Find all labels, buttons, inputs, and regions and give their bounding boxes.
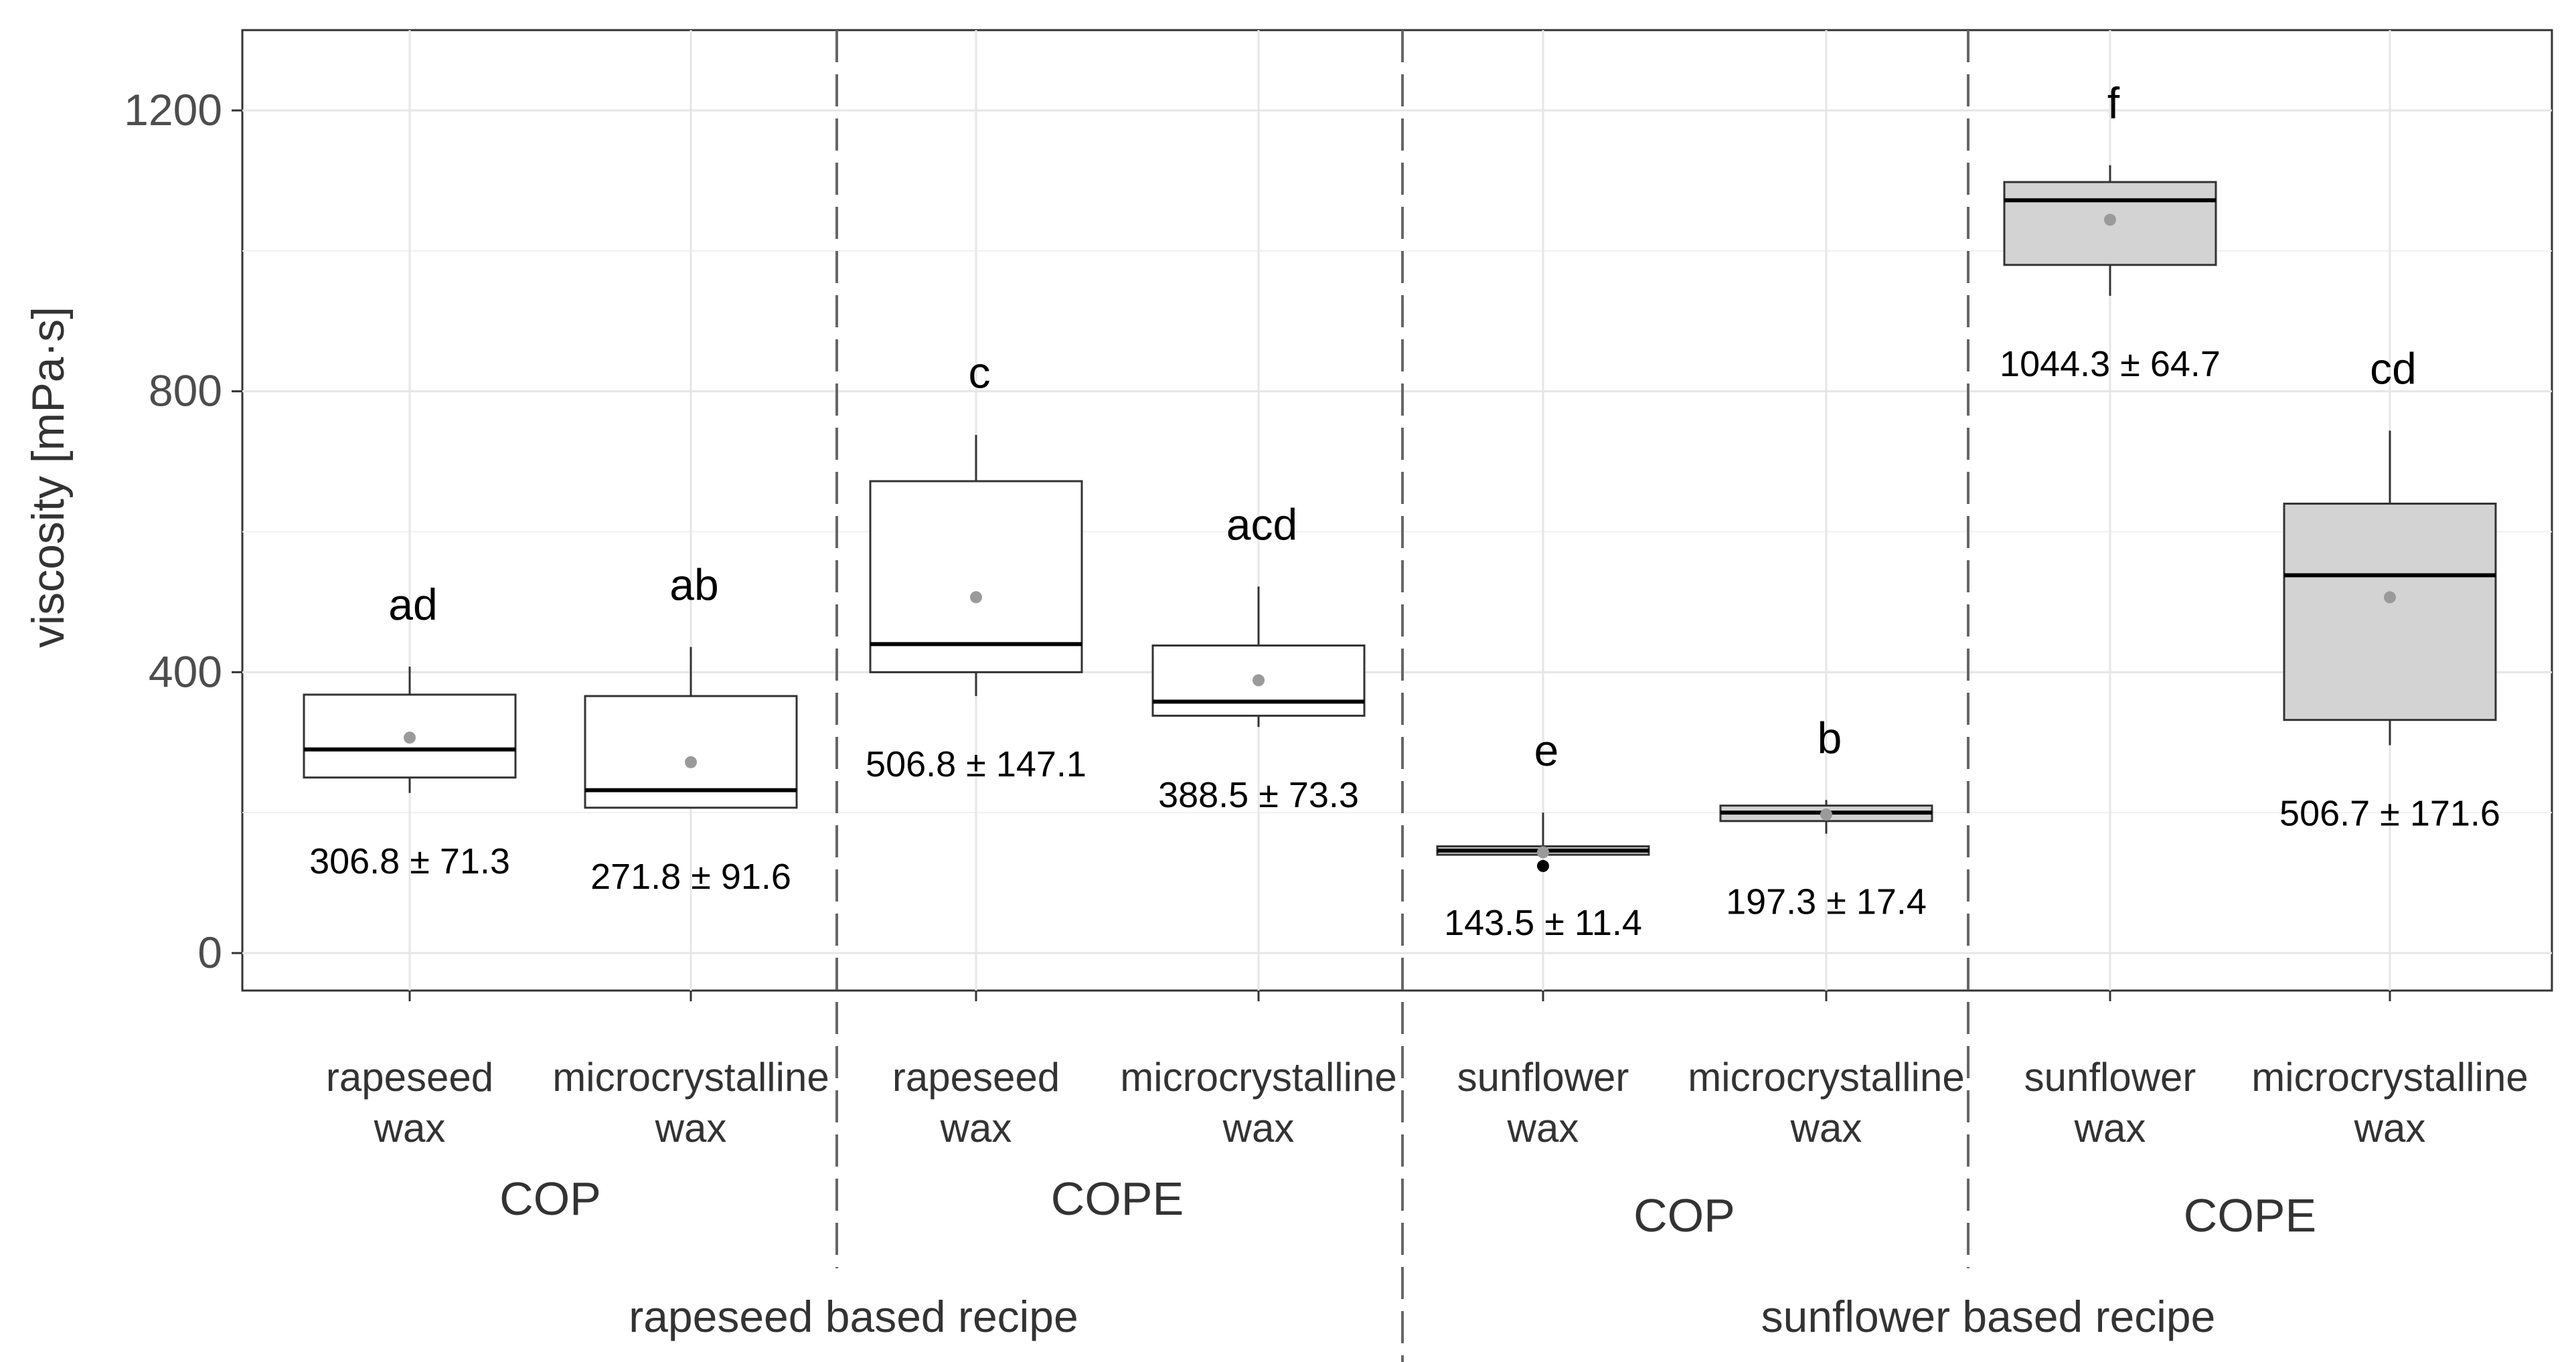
category-label-line2: wax [655,1106,727,1151]
significance-letter: ad [388,580,437,629]
box-6 [1719,800,1933,834]
plot-panel [241,29,2553,992]
category-label-line1: microcrystalline [552,1055,829,1100]
category-label-line2: wax [2074,1106,2146,1151]
group-label: COPE [1051,1173,1184,1225]
axes: 0 400 800 1200 rapeseed wax microcrystalline wa… [124,85,2528,1341]
recipe-label: rapeseed based recipe [629,1292,1078,1341]
outlier-point [1537,859,1549,872]
mean-sd-label: 271.8 ± 91.6 [590,857,791,897]
significance-letter: acd [1226,499,1297,549]
group-label: COPE [2184,1189,2316,1242]
box-3 [869,434,1083,697]
y-tick-label: 1200 [124,85,222,135]
category-label-line2: wax [2354,1106,2426,1151]
mean-point [404,732,416,744]
mean-point [2384,591,2396,604]
y-axis-title: viscosity [mPa·s] [23,307,74,648]
box-1 [303,666,517,793]
category-label-line2: wax [1790,1106,1862,1151]
significance-letter: c [969,348,991,398]
category-label-line2: wax [1222,1106,1295,1151]
category-label-line1: sunflower [1457,1055,1629,1100]
significance-letter: e [1534,726,1559,775]
box-2 [584,647,798,809]
box-iqr [869,480,1083,673]
y-tick-label: 400 [149,647,222,696]
y-tick-label: 0 [197,928,222,977]
mean-point [2104,214,2116,226]
box-8 [2283,430,2497,746]
mean-sd-label: 506.7 ± 171.6 [2279,793,2500,833]
mean-point [1820,808,1832,821]
mean-point [685,756,697,768]
box-iqr [2283,503,2497,721]
grid-lines [241,29,2553,992]
category-label-line1: sunflower [2024,1055,2196,1100]
box-series [303,165,2497,872]
annotations: ad 306.8 ± 71.3 ab 271.8 ± 91.6 c 506.8 ± 147… [309,78,2500,943]
group-separators [835,30,1969,1362]
group-label: COP [499,1173,601,1225]
significance-letter: f [2107,78,2120,128]
mean-sd-label: 143.5 ± 11.4 [1444,903,1642,943]
mean-sd-label: 506.8 ± 147.1 [866,744,1086,784]
y-tick-label: 800 [149,366,222,416]
mean-sd-label: 197.3 ± 17.4 [1726,882,1927,922]
box-7 [2003,165,2217,296]
significance-letter: cd [2370,343,2417,393]
significance-letter: b [1818,713,1842,762]
mean-sd-label: 388.5 ± 73.3 [1158,775,1359,815]
category-label-line1: microcrystalline [2251,1055,2528,1100]
box-4 [1151,586,1366,728]
recipe-label: sunflower based recipe [1761,1292,2216,1341]
significance-letter: ab [669,560,718,610]
category-label-line2: wax [1507,1106,1579,1151]
category-label-line2: wax [940,1106,1012,1151]
group-label: COP [1633,1189,1735,1242]
category-label-line1: microcrystalline [1688,1055,1964,1100]
mean-point [970,591,982,604]
mean-sd-label: 1044.3 ± 64.7 [2000,344,2221,384]
mean-point [1253,674,1265,687]
category-label-line1: microcrystalline [1120,1055,1396,1100]
box-5 [1436,813,1650,872]
category-label-line1: rapeseed [892,1055,1060,1100]
category-label-line1: rapeseed [326,1055,493,1100]
category-label-line2: wax [374,1106,446,1151]
mean-point [1537,846,1549,859]
mean-sd-label: 306.8 ± 71.3 [309,841,510,881]
